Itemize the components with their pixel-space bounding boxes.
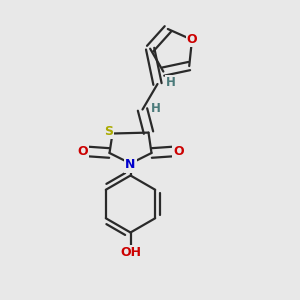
Text: O: O <box>77 145 88 158</box>
Text: H: H <box>151 101 161 115</box>
Text: S: S <box>104 124 113 138</box>
Text: OH: OH <box>120 245 141 259</box>
Text: O: O <box>187 33 197 46</box>
Text: H: H <box>166 76 176 89</box>
Text: O: O <box>173 145 184 158</box>
Text: N: N <box>125 158 136 172</box>
